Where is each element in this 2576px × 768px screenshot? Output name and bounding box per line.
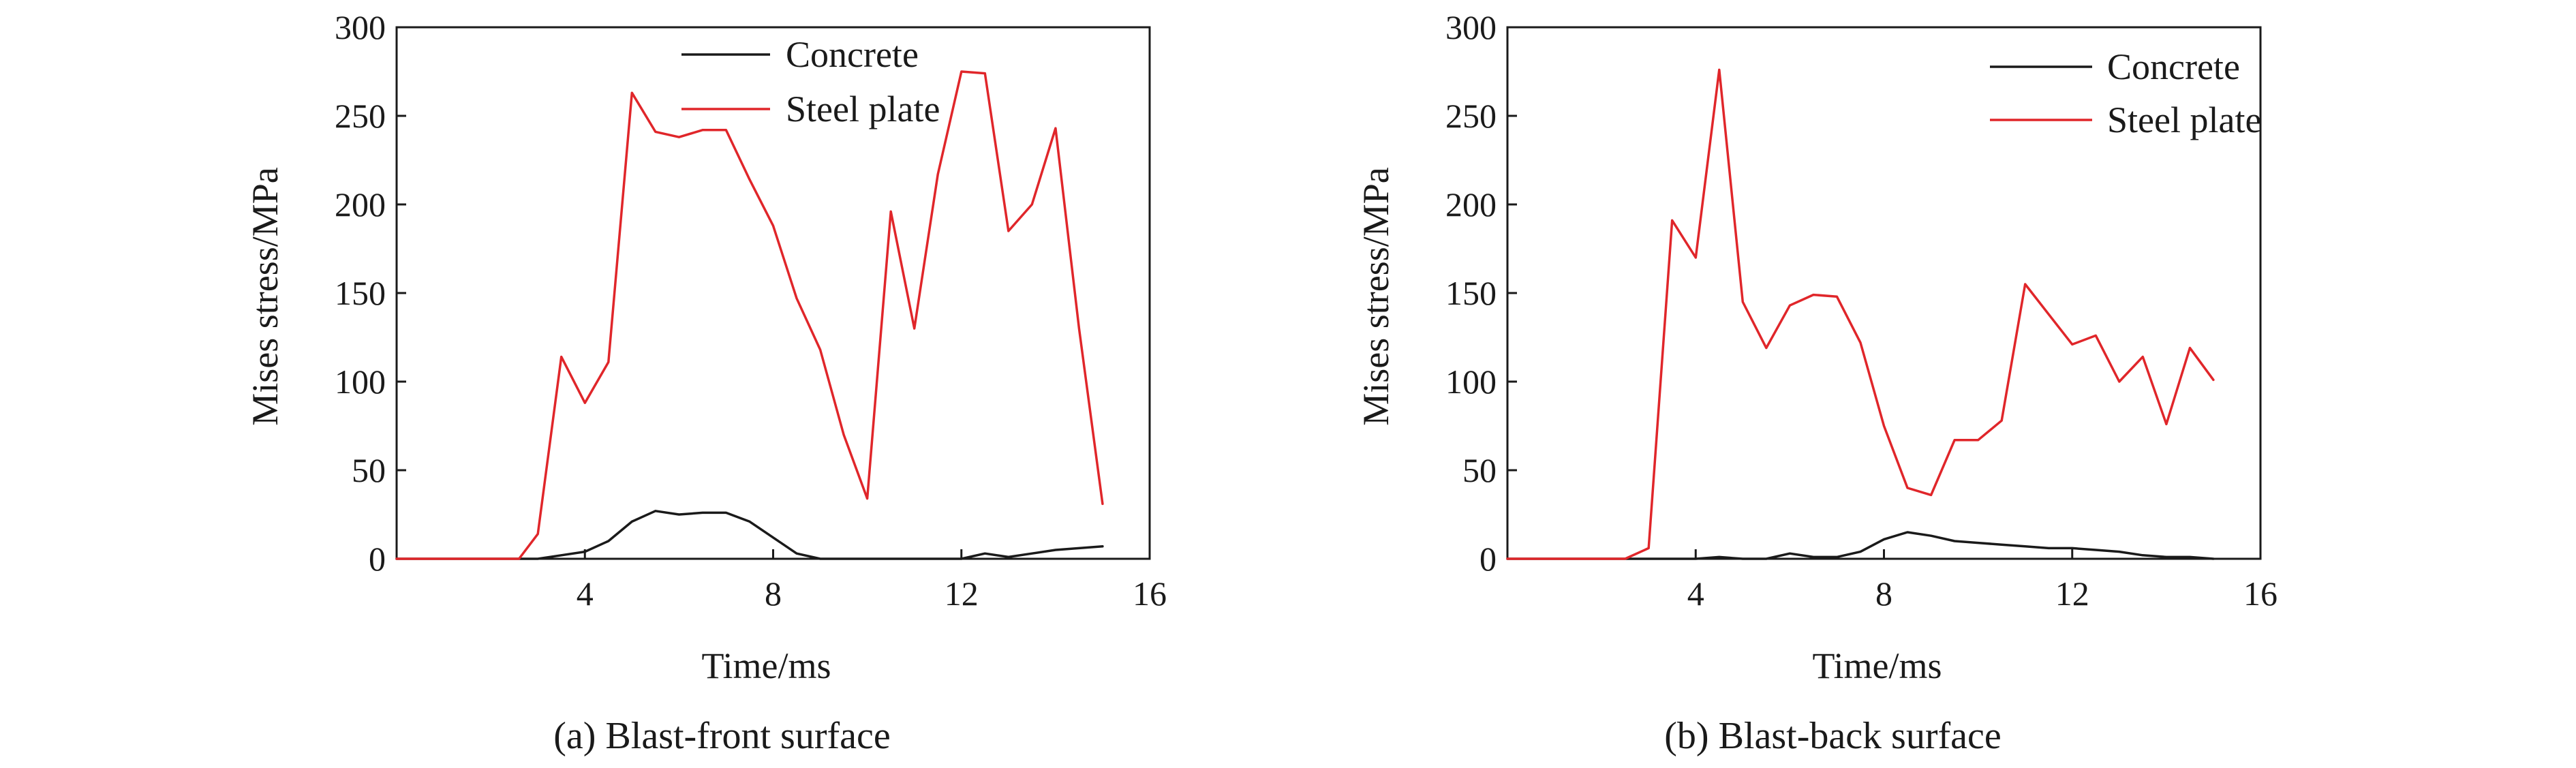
y-tick-label: 100 xyxy=(335,363,386,401)
x-tick-label: 12 xyxy=(945,574,979,613)
chart-panel-a: 0 50 100 150 200 250 300 4 8 12 16 Time/ms Mises str… xyxy=(245,8,1167,757)
series-line-steel-plate xyxy=(395,70,1104,560)
y-axis-title: Mises stress/MPa xyxy=(1355,167,1396,426)
y-tick-label: 150 xyxy=(1445,274,1497,312)
legend-label-steel-plate: Steel plate xyxy=(786,89,940,129)
panel-caption: (b) Blast-back surface xyxy=(1664,715,2001,757)
legend: Concrete Steel plate xyxy=(681,34,940,129)
chart-panel-b: 0 50 100 150 200 250 300 4 8 12 16 Time/ms Mises str… xyxy=(1355,8,2278,757)
x-tick-label: 8 xyxy=(1875,574,1892,613)
y-tick-label: 250 xyxy=(1445,97,1497,135)
x-tick-label: 12 xyxy=(2055,574,2089,613)
series-line-steel-plate xyxy=(1506,68,2215,560)
series-line-concrete xyxy=(395,510,1104,560)
x-tick-label: 16 xyxy=(1133,574,1167,613)
x-tick-label: 4 xyxy=(577,574,594,613)
plot-frame xyxy=(395,26,1151,560)
legend-label-concrete: Concrete xyxy=(786,34,919,75)
y-tick-label: 250 xyxy=(335,97,386,135)
y-tick-label: 50 xyxy=(1462,451,1497,489)
legend-label-concrete: Concrete xyxy=(2107,46,2240,87)
x-axis-title: Time/ms xyxy=(701,645,831,686)
panel-caption: (a) Blast-front surface xyxy=(553,715,890,757)
y-tick-label: 150 xyxy=(335,274,386,312)
y-tick-label: 0 xyxy=(369,540,386,578)
y-tick-label: 300 xyxy=(1445,8,1497,46)
y-tick-label: 200 xyxy=(1445,185,1497,224)
x-tick-label: 8 xyxy=(765,574,782,613)
legend-label-steel-plate: Steel plate xyxy=(2107,99,2261,140)
x-tick-label: 16 xyxy=(2243,574,2278,613)
x-axis-title: Time/ms xyxy=(1812,645,1942,686)
y-tick-label: 100 xyxy=(1445,363,1497,401)
y-tick-label: 300 xyxy=(335,8,386,46)
y-tick-label: 200 xyxy=(335,185,386,224)
y-tick-label: 50 xyxy=(352,451,386,489)
series-line-concrete xyxy=(1506,531,2215,560)
legend: Concrete Steel plate xyxy=(1990,46,2261,140)
y-tick-label: 0 xyxy=(1479,540,1497,578)
x-tick-label: 4 xyxy=(1687,574,1704,613)
y-axis-title: Mises stress/MPa xyxy=(245,167,286,426)
